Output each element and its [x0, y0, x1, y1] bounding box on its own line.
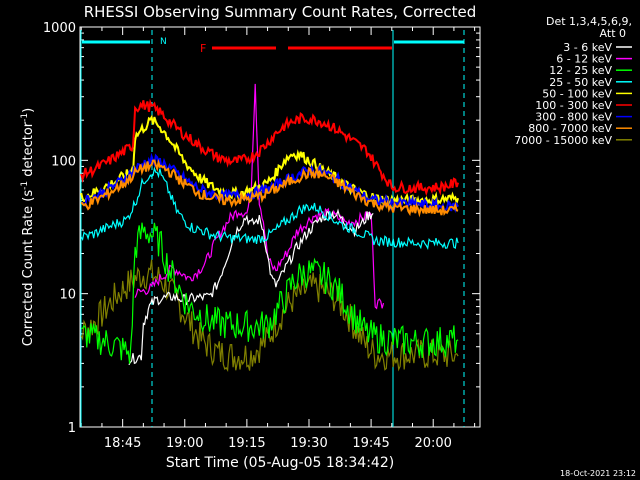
- series-line-4: [80, 114, 460, 209]
- series-line-5: [80, 98, 460, 197]
- x-tick-label: 19:00: [166, 436, 203, 451]
- footer-timestamp: 18-Oct-2021 23:12: [560, 469, 636, 478]
- x-tick-label: 19:15: [228, 436, 265, 451]
- legend-label: 50 - 100 keV: [542, 87, 612, 100]
- series-line-2: [81, 222, 459, 364]
- legend-label: 25 - 50 keV: [549, 76, 612, 89]
- data-series: [80, 83, 460, 372]
- legend-label: 3 - 6 keV: [563, 41, 612, 54]
- legend-detector: Det 1,3,4,5,6,9,: [546, 15, 632, 28]
- series-line-3: [80, 166, 459, 250]
- legend-label: 12 - 25 keV: [549, 64, 612, 77]
- y-axis-label-sup2: -1: [20, 113, 30, 122]
- legend-label: 7000 - 15000 keV: [514, 134, 612, 147]
- x-tick-label: 20:00: [414, 436, 451, 451]
- y-axis-label-sup1: -1: [20, 181, 30, 190]
- y-axis-label-end: ): [21, 108, 36, 113]
- y-tick-label: 100: [51, 154, 76, 169]
- x-tick-label: 18:45: [104, 436, 141, 451]
- x-tick-label: 19:30: [290, 436, 327, 451]
- chart-title: RHESSI Observing Summary Count Rates, Co…: [84, 3, 477, 21]
- legend-label: 300 - 800 keV: [535, 111, 612, 124]
- flag-n-label: N: [160, 37, 167, 47]
- legend-label: 800 - 7000 keV: [528, 122, 612, 135]
- legend-label: 6 - 12 keV: [556, 53, 612, 66]
- series-line-7: [80, 158, 459, 218]
- y-tick-label: 10: [59, 288, 76, 303]
- flag-f-label: F: [200, 42, 206, 55]
- legend-label: 100 - 300 keV: [535, 99, 612, 112]
- series-line-0: [128, 208, 374, 366]
- y-axis-label: Corrected Count Rate (s-1 detector-1): [20, 108, 36, 346]
- y-tick-label: 1000: [43, 21, 76, 36]
- y-tick-label: 1: [68, 421, 76, 436]
- plot-frame: [79, 26, 481, 428]
- x-axis-ticks: 18:45 19:00 19:15 19:30 19:45 20:00: [80, 27, 476, 451]
- x-tick-label: 19:45: [352, 436, 389, 451]
- y-axis-label-mid: detector: [21, 121, 36, 181]
- y-axis-label-main: Corrected Count Rate (s: [21, 190, 36, 347]
- x-axis-label: Start Time (05-Aug-05 18:34:42): [166, 455, 394, 471]
- legend-attenuator: Att 0: [600, 27, 626, 40]
